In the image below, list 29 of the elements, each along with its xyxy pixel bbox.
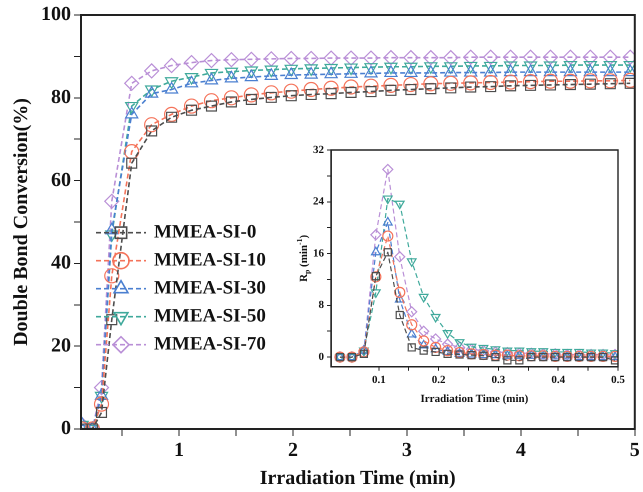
legend-label: MMEA-SI-30	[154, 278, 266, 299]
y-tick-label: 100	[41, 3, 71, 26]
x-tick-label: 5	[630, 439, 640, 462]
x-tick-label: 1	[174, 439, 184, 462]
x-tick-label: 0.3	[492, 374, 506, 386]
y-tick-label: 16	[313, 247, 324, 260]
y-tick-label: 20	[51, 334, 71, 356]
x-tick-label: 2	[288, 439, 298, 462]
x-tick-label: 0.5	[611, 374, 626, 386]
y-tick-label: 0	[318, 350, 324, 363]
x-tick-label: 3	[402, 439, 412, 462]
x-axis-title: Irradiation Time (min)	[420, 392, 529, 405]
y-tick-label: 32	[313, 144, 324, 156]
x-tick-label: 0.2	[432, 374, 446, 386]
legend-label: MMEA-SI-70	[154, 334, 266, 355]
x-tick-label: 0.4	[551, 374, 566, 386]
x-axis-title: Irradiation Time (min)	[260, 467, 456, 490]
y-tick-label: 0	[61, 417, 71, 440]
legend-label: MMEA-SI-10	[154, 250, 266, 271]
legend-label: MMEA-SI-0	[154, 222, 256, 243]
x-tick-label: 0.1	[372, 374, 386, 386]
y-tick-label: 60	[51, 168, 71, 191]
y-tick-label: 40	[51, 252, 71, 274]
y-tick-label: 8	[318, 299, 324, 312]
y-tick-label: 24	[313, 196, 324, 208]
y-axis-title: Double Bond Conversion(%)	[10, 98, 32, 346]
y-tick-label: 80	[51, 86, 71, 108]
legend-label: MMEA-SI-50	[154, 306, 266, 327]
x-tick-label: 4	[516, 439, 526, 462]
